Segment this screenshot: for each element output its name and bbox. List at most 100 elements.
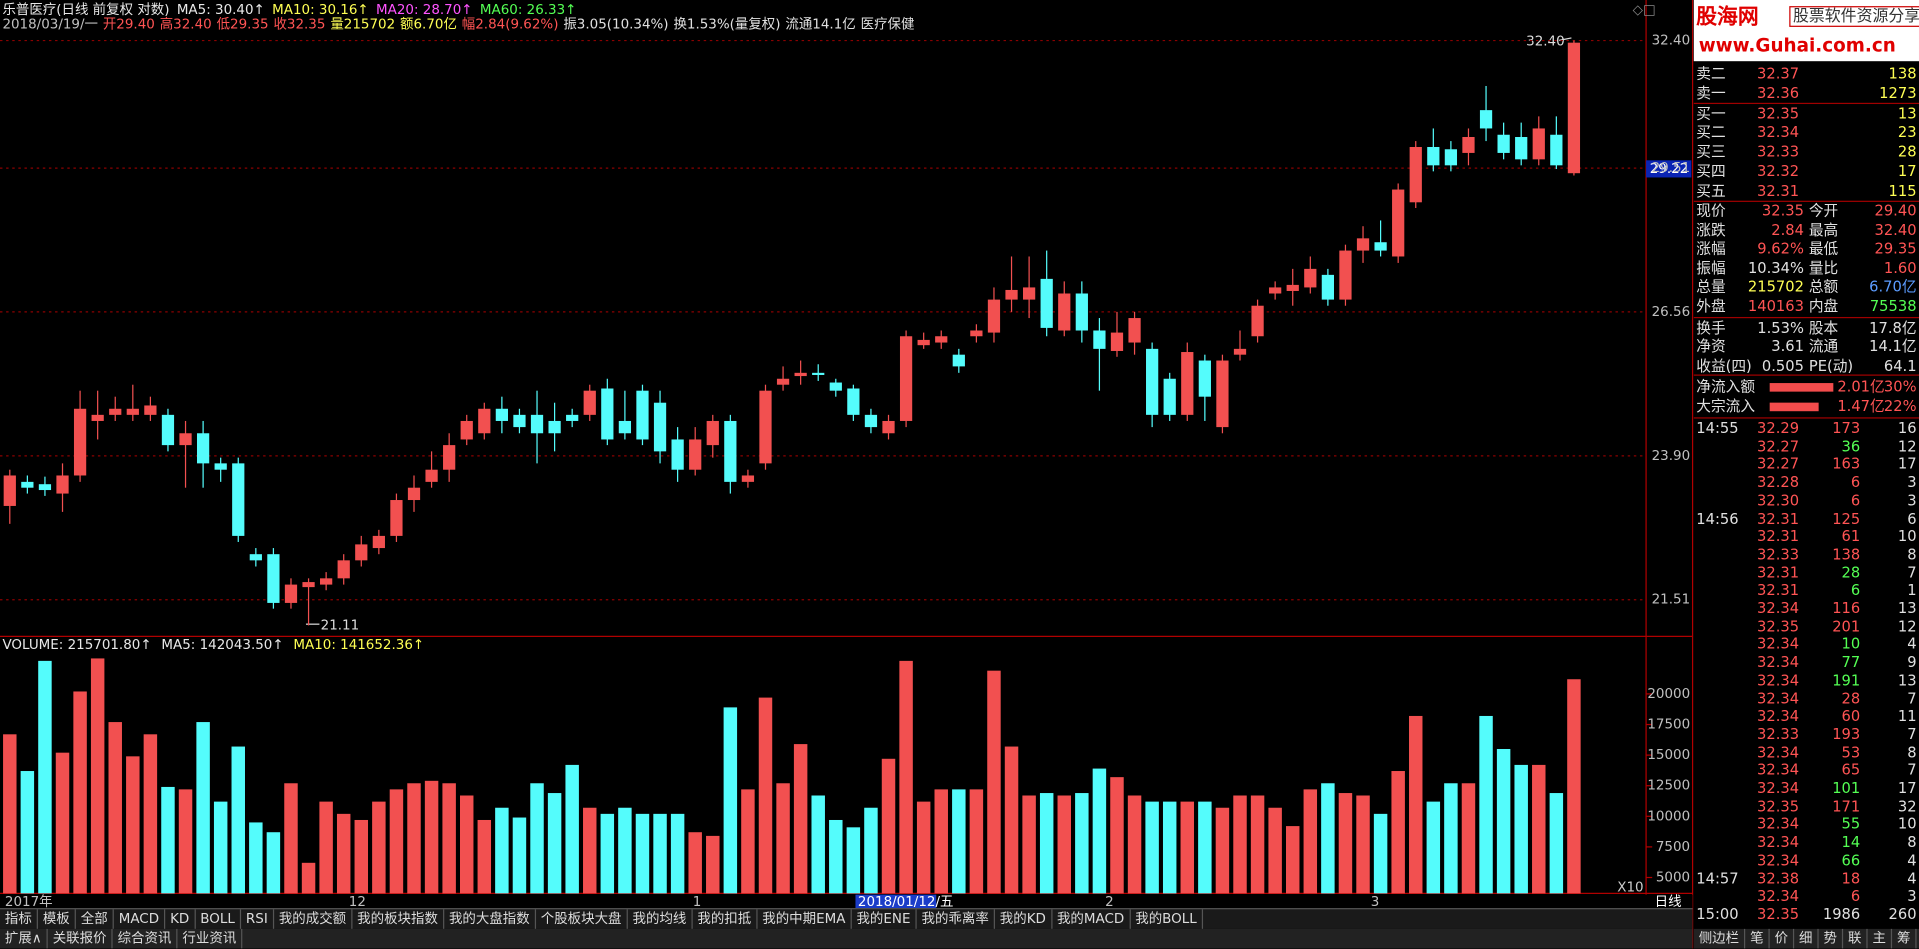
y-tick-label: 29.51 xyxy=(1652,161,1691,176)
trade-volume: 201 xyxy=(1832,617,1861,635)
bar-info: 低29.35 xyxy=(217,16,269,32)
candle-body xyxy=(917,339,930,346)
tab[interactable]: RSI xyxy=(241,909,274,929)
candle-body xyxy=(495,408,508,421)
tab[interactable]: 势 xyxy=(1819,928,1844,949)
trade-volume: 6 xyxy=(1850,491,1861,509)
bar-info: 收32.35 xyxy=(273,16,325,32)
period[interactable]: 日线 xyxy=(1655,894,1682,910)
tab[interactable]: 个股板块大盘 xyxy=(536,909,628,929)
ma-value: MA10: 30.16↑ xyxy=(272,3,369,18)
tab[interactable]: 扩展∧ xyxy=(0,928,48,949)
tab[interactable]: 价 xyxy=(1770,928,1795,949)
volume-bar xyxy=(881,758,896,894)
tab[interactable]: 侧边栏 xyxy=(1694,928,1746,949)
tab[interactable]: 筹 xyxy=(1892,928,1917,949)
tab[interactable]: 我的KD xyxy=(995,909,1053,929)
candle-body xyxy=(109,408,122,415)
volume-bar xyxy=(442,783,456,894)
stat-value: 10.34% xyxy=(1747,259,1804,277)
candle-body xyxy=(513,414,526,428)
trade-price: 32.34 xyxy=(1757,815,1800,833)
volume-bar xyxy=(354,819,369,894)
tab[interactable]: KD xyxy=(165,909,196,929)
tab[interactable]: 行业资讯 xyxy=(178,928,243,949)
candle-body xyxy=(38,484,52,491)
stat-label: 振幅 xyxy=(1696,259,1726,277)
window-icons[interactable]: ◇□ xyxy=(1633,3,1656,18)
volume-bar xyxy=(1514,764,1528,894)
tab[interactable]: 我的MACD xyxy=(1052,909,1131,929)
bar-info: 幅2.84(9.62%) xyxy=(462,16,559,32)
volume-bar xyxy=(459,795,474,894)
tab[interactable]: 模板 xyxy=(38,909,76,929)
candle-body xyxy=(1058,293,1071,331)
tab[interactable]: 指标 xyxy=(0,909,38,929)
tab[interactable]: 我的ENE xyxy=(852,909,917,929)
volume-bar xyxy=(776,783,790,894)
volume-bar xyxy=(1338,793,1353,894)
book-volume: 13 xyxy=(1897,105,1917,123)
volume-bar xyxy=(1461,783,1476,894)
trade-price: 32.34 xyxy=(1757,761,1800,779)
tab[interactable]: 全部 xyxy=(76,909,114,929)
tab[interactable]: BOLL xyxy=(195,909,242,929)
logo-name: 股海网 xyxy=(1696,4,1759,30)
stat-label: 今开 xyxy=(1808,201,1839,220)
candle-body xyxy=(1146,348,1159,415)
book-volume: 138 xyxy=(1888,64,1917,82)
tab[interactable]: 联 xyxy=(1843,928,1868,949)
tab[interactable]: 我的板块指数 xyxy=(352,909,445,929)
trade-price: 32.31 xyxy=(1757,581,1800,599)
volume-bar xyxy=(1444,783,1458,894)
candle-body xyxy=(601,388,614,440)
trade-time: 15:00 xyxy=(1696,905,1739,923)
trade-count: 9 xyxy=(1907,653,1917,671)
date-highlight xyxy=(855,894,937,909)
volume-bar xyxy=(161,786,175,894)
volume-bar xyxy=(3,734,17,894)
trade-volume: 6 xyxy=(1850,887,1861,905)
tab[interactable]: 笔 xyxy=(1745,928,1770,949)
tab[interactable]: 我的中期EMA xyxy=(757,909,852,929)
trade-volume: 101 xyxy=(1832,779,1861,797)
trade-count: 4 xyxy=(1907,869,1917,887)
stat-label: 股本 xyxy=(1808,318,1839,337)
stat-label: 总额 xyxy=(1808,278,1839,296)
tab[interactable]: 综合资讯 xyxy=(113,928,178,949)
volume-bar xyxy=(1356,795,1370,894)
candle-body xyxy=(1356,238,1370,251)
tab[interactable]: 我的成交额 xyxy=(274,909,353,929)
separator xyxy=(1693,417,1919,419)
tab[interactable]: 我的大盘指数 xyxy=(444,909,536,929)
stat-label: 流通 xyxy=(1808,338,1839,356)
tab[interactable]: MACD xyxy=(114,909,166,929)
trade-count: 8 xyxy=(1907,545,1917,563)
bar-info: 流通14.1亿 xyxy=(785,16,855,32)
tab[interactable]: 我的扣抵 xyxy=(692,909,758,929)
volume-bar xyxy=(899,660,913,894)
trade-count: 10 xyxy=(1897,815,1917,833)
trade-volume: 171 xyxy=(1832,797,1861,815)
volume-bar xyxy=(301,862,316,894)
ma-value: MA5: 30.40↑ xyxy=(177,3,265,18)
candle-body xyxy=(1515,137,1528,160)
candle-body xyxy=(302,582,315,588)
tab[interactable]: 细 xyxy=(1794,928,1819,949)
trade-volume: 55 xyxy=(1841,815,1861,833)
tab[interactable]: 关联报价 xyxy=(48,928,113,949)
stat-value: 3.61 xyxy=(1771,338,1804,356)
candle-body xyxy=(267,554,280,603)
candle-body xyxy=(618,420,632,434)
tab[interactable]: 主 xyxy=(1868,928,1893,949)
tab[interactable]: 我的均线 xyxy=(628,909,693,929)
volume-bar xyxy=(706,835,720,894)
tab[interactable]: 我的乖离率 xyxy=(917,909,995,929)
candle-body xyxy=(1286,284,1299,291)
candle-body xyxy=(706,420,719,446)
trade-count: 8 xyxy=(1907,743,1917,761)
tab[interactable]: 我的BOLL xyxy=(1130,909,1203,929)
trade-volume: 116 xyxy=(1832,599,1861,617)
candle-body xyxy=(337,560,350,579)
trade-price: 32.34 xyxy=(1757,653,1800,671)
